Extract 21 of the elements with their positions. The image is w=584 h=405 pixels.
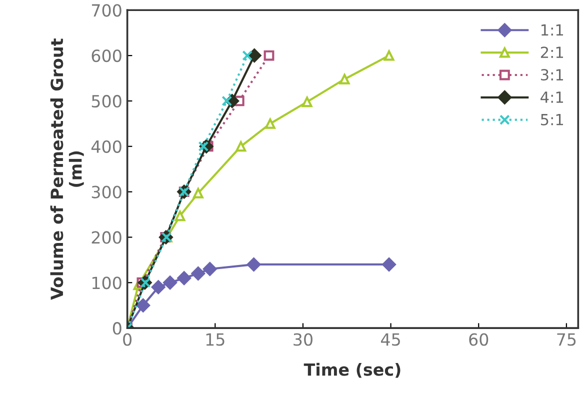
x-tick-label: 75 bbox=[557, 333, 576, 346]
x-tick-label: 0 bbox=[123, 333, 132, 346]
y-tick-label: 0 bbox=[112, 322, 122, 335]
y-tick-label: 600 bbox=[92, 50, 122, 62]
y-tick-label: 400 bbox=[91, 140, 122, 153]
legend-label: 3:1 bbox=[540, 68, 563, 81]
y-tick-label: 200 bbox=[92, 231, 122, 244]
y-tick-label: 500 bbox=[92, 94, 122, 108]
x-tick-label: 15 bbox=[206, 333, 224, 346]
legend-label: 2:1 bbox=[540, 46, 563, 58]
y-tick-label: 300 bbox=[92, 186, 122, 198]
x-tick-label: 45 bbox=[381, 333, 400, 346]
legend-label: 1:1 bbox=[542, 24, 563, 36]
x-tick-label: 30 bbox=[294, 333, 312, 346]
x-axis-title: Time (sec) bbox=[304, 362, 400, 378]
legend-label: 5:1 bbox=[541, 114, 563, 126]
y-axis-title: Volume of Permeated Grout (ml) bbox=[50, 38, 84, 300]
y-tick-label: 700 bbox=[92, 4, 122, 17]
y-tick-label: 100 bbox=[92, 276, 122, 290]
legend-label: 4:1 bbox=[540, 92, 563, 103]
x-tick-label: 60 bbox=[469, 333, 488, 346]
